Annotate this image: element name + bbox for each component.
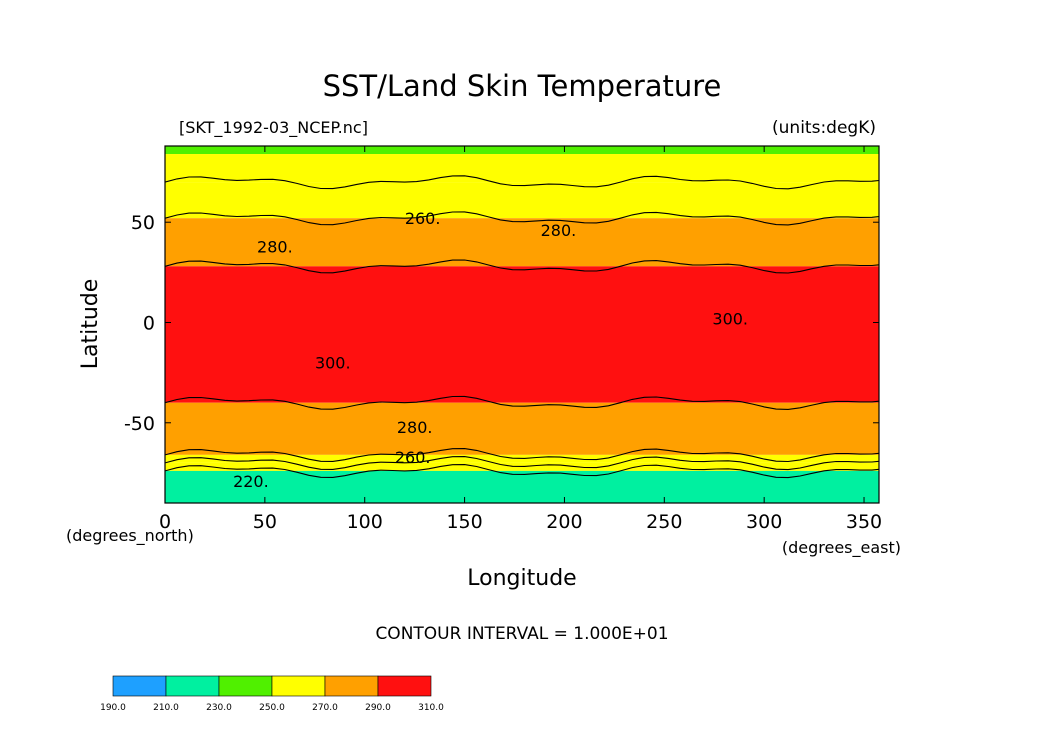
axis-ticks	[164, 146, 879, 503]
units-label: (units:degK)	[772, 118, 876, 138]
contour-label: 260.	[395, 448, 431, 467]
colorbar-label: 210.0	[153, 703, 179, 713]
heatmap-fill	[165, 146, 879, 503]
contour-label: 220.	[233, 472, 269, 491]
colorbar-swatch	[165, 675, 220, 697]
contour-line	[165, 395, 879, 410]
temperature-band	[165, 182, 879, 219]
contour-line	[165, 259, 879, 274]
x-axis-label: Longitude	[467, 566, 576, 591]
contour-lines	[165, 175, 879, 479]
y-tick-label: 0	[143, 312, 155, 334]
y-axis-label: Latitude	[78, 279, 103, 370]
contour-label: 280.	[257, 237, 293, 256]
x-tick-label: 100	[347, 511, 383, 533]
contour-label: 300.	[712, 309, 748, 328]
temperature-band	[165, 146, 879, 155]
colorbar-swatch	[218, 675, 273, 697]
colorbar-label: 190.0	[100, 703, 126, 713]
colorbar-swatch	[271, 675, 326, 697]
plot-frame	[164, 145, 880, 504]
chart-title: SST/Land Skin Temperature	[323, 69, 722, 103]
colorbar-swatch	[324, 675, 379, 697]
contour-labels: 260. 280. 280. 300. 300. 280. 260. 220.	[233, 209, 748, 491]
temperature-band	[165, 266, 879, 403]
y-tick-labels: -50 0 50	[124, 212, 155, 435]
y-tick-label: -50	[124, 413, 155, 435]
y-tick-label: 50	[131, 212, 155, 234]
x-tick-label: 200	[546, 511, 582, 533]
contour-line	[165, 175, 879, 190]
y-units-label: (degrees_north)	[66, 526, 194, 546]
contour-line	[165, 464, 879, 479]
temperature-band	[165, 402, 879, 455]
x-tick-label: 50	[253, 511, 277, 533]
colorbar-label: 290.0	[365, 703, 391, 713]
contour-label: 280.	[397, 418, 433, 437]
colorbar: 190.0 210.0 230.0 250.0 270.0 290.0 310.0	[100, 675, 444, 713]
x-tick-label: 250	[646, 511, 682, 533]
x-tick-label: 300	[746, 511, 782, 533]
x-units-label: (degrees_east)	[782, 538, 901, 558]
temperature-band	[165, 154, 879, 183]
x-tick-label: 350	[846, 511, 882, 533]
colorbar-label: 270.0	[312, 703, 338, 713]
x-tick-label: 0	[159, 511, 171, 533]
x-tick-label: 150	[446, 511, 482, 533]
colorbar-label: 250.0	[259, 703, 285, 713]
contour-line	[165, 456, 879, 471]
contour-line	[165, 211, 879, 226]
contour-label: 280.	[541, 221, 577, 240]
colorbar-swatch	[112, 675, 167, 697]
x-tick-labels: 0 50 100 150 200 250 300 350	[159, 511, 882, 533]
colorbar-swatch	[377, 675, 432, 697]
temperature-band	[165, 470, 879, 503]
contour-label: 300.	[315, 354, 351, 373]
colorbar-label: 230.0	[206, 703, 232, 713]
temperature-band	[165, 218, 879, 267]
contour-line	[165, 448, 879, 463]
file-label: [SKT_1992-03_NCEP.nc]	[179, 118, 368, 138]
contour-interval-label: CONTOUR INTERVAL = 1.000E+01	[375, 624, 668, 644]
contour-label: 260.	[405, 209, 441, 228]
colorbar-label: 310.0	[418, 703, 444, 713]
